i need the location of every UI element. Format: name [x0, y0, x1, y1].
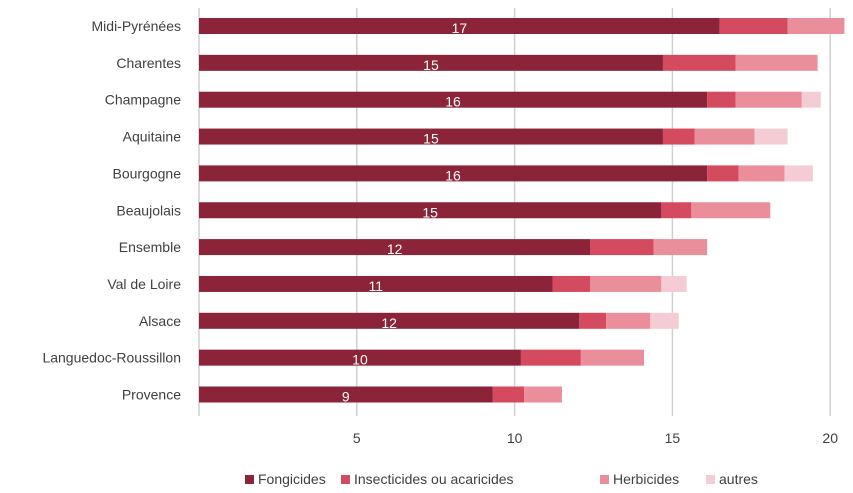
- x-axis-tick-labels: 5 10 15 20: [353, 430, 838, 446]
- legend-swatch-3: [706, 475, 715, 484]
- data-label: 12: [381, 315, 397, 331]
- bar-segment-2: [735, 54, 818, 71]
- data-label: 10: [352, 352, 368, 368]
- category-label: Charentes: [116, 55, 181, 71]
- bar-segment-2: [787, 18, 845, 34]
- category-label: Val de Loire: [107, 276, 181, 292]
- category-label: Beaujolais: [116, 202, 181, 218]
- bar-segment-2: [694, 128, 755, 145]
- legend-label-0: Fongicides: [258, 471, 326, 487]
- category-label: Provence: [122, 387, 181, 403]
- bar-segment-2: [735, 91, 802, 108]
- x-tick-label: 15: [665, 430, 681, 446]
- category-label: Languedoc-Roussillon: [42, 350, 181, 366]
- bar-segment-0: [199, 312, 580, 329]
- category-label: Midi-Pyrénées: [92, 18, 181, 34]
- bar-segment-0: [199, 165, 708, 182]
- data-label: 12: [387, 241, 403, 257]
- x-tick-label: 5: [353, 430, 361, 446]
- bar-segment-3: [801, 91, 821, 108]
- bar-segment-0: [199, 91, 708, 108]
- category-label: Aquitaine: [123, 129, 182, 145]
- bar-segment-1: [662, 54, 736, 71]
- category-label: Ensemble: [119, 239, 181, 255]
- bar-segment-3: [784, 165, 813, 182]
- bar-segment-3: [650, 312, 679, 329]
- bar-segment-1: [707, 91, 736, 108]
- legend: Fongicides Insecticides ou acaricides Herb…: [245, 471, 758, 487]
- data-label: 11: [368, 278, 383, 294]
- data-label: 16: [445, 94, 461, 110]
- bar-segment-1: [492, 386, 525, 403]
- bar-segment-1: [662, 128, 695, 145]
- bar-segment-1: [661, 202, 692, 219]
- bar-segment-2: [691, 202, 771, 219]
- bar-segment-0: [199, 349, 521, 366]
- bar-segment-0: [199, 18, 720, 34]
- x-tick-label: 10: [507, 430, 523, 446]
- data-label: 9: [342, 389, 350, 405]
- bar-segment-1: [707, 165, 739, 182]
- legend-label-3: autres: [719, 471, 758, 487]
- data-label: 15: [423, 131, 439, 147]
- data-labels: 17 15 16 15 16 15 12 11 12 10 9: [342, 20, 468, 405]
- bar-segment-2: [738, 165, 785, 182]
- bar-segment-2: [653, 239, 708, 256]
- bar-segment-0: [199, 386, 493, 403]
- category-label: Alsace: [139, 313, 181, 329]
- bar-segment-1: [552, 275, 591, 292]
- bar-segment-1: [719, 18, 788, 34]
- bar-segment-2: [580, 349, 645, 366]
- bar-segment-1: [590, 239, 654, 256]
- legend-swatch-0: [245, 475, 254, 484]
- legend-swatch-1: [341, 475, 350, 484]
- bar-segment-3: [754, 128, 788, 145]
- bars: [199, 18, 845, 403]
- category-label: Bourgogne: [112, 165, 181, 181]
- bar-segment-2: [590, 275, 662, 292]
- data-label: 15: [422, 204, 438, 220]
- bar-segment-0: [199, 54, 663, 71]
- bar-segment-2: [606, 312, 651, 329]
- legend-swatch-2: [600, 475, 609, 484]
- x-tick-label: 20: [822, 430, 838, 446]
- bar-segment-0: [199, 128, 663, 145]
- bar-segment-1: [579, 312, 607, 329]
- data-label: 15: [423, 57, 439, 73]
- bar-segment-0: [199, 239, 591, 256]
- bar-segment-0: [199, 275, 553, 292]
- bar-segment-0: [199, 202, 662, 219]
- category-labels: Midi-Pyrénées Charentes Champagne Aquitaine…: [42, 18, 181, 403]
- bar-segment-2: [524, 386, 562, 403]
- legend-label-2: Herbicides: [613, 471, 679, 487]
- data-label: 16: [445, 167, 461, 183]
- data-label: 17: [452, 20, 468, 36]
- category-label: Champagne: [105, 92, 181, 108]
- bar-segment-1: [520, 349, 581, 366]
- bar-segment-3: [661, 275, 687, 292]
- legend-label-1: Insecticides ou acaricides: [354, 471, 514, 487]
